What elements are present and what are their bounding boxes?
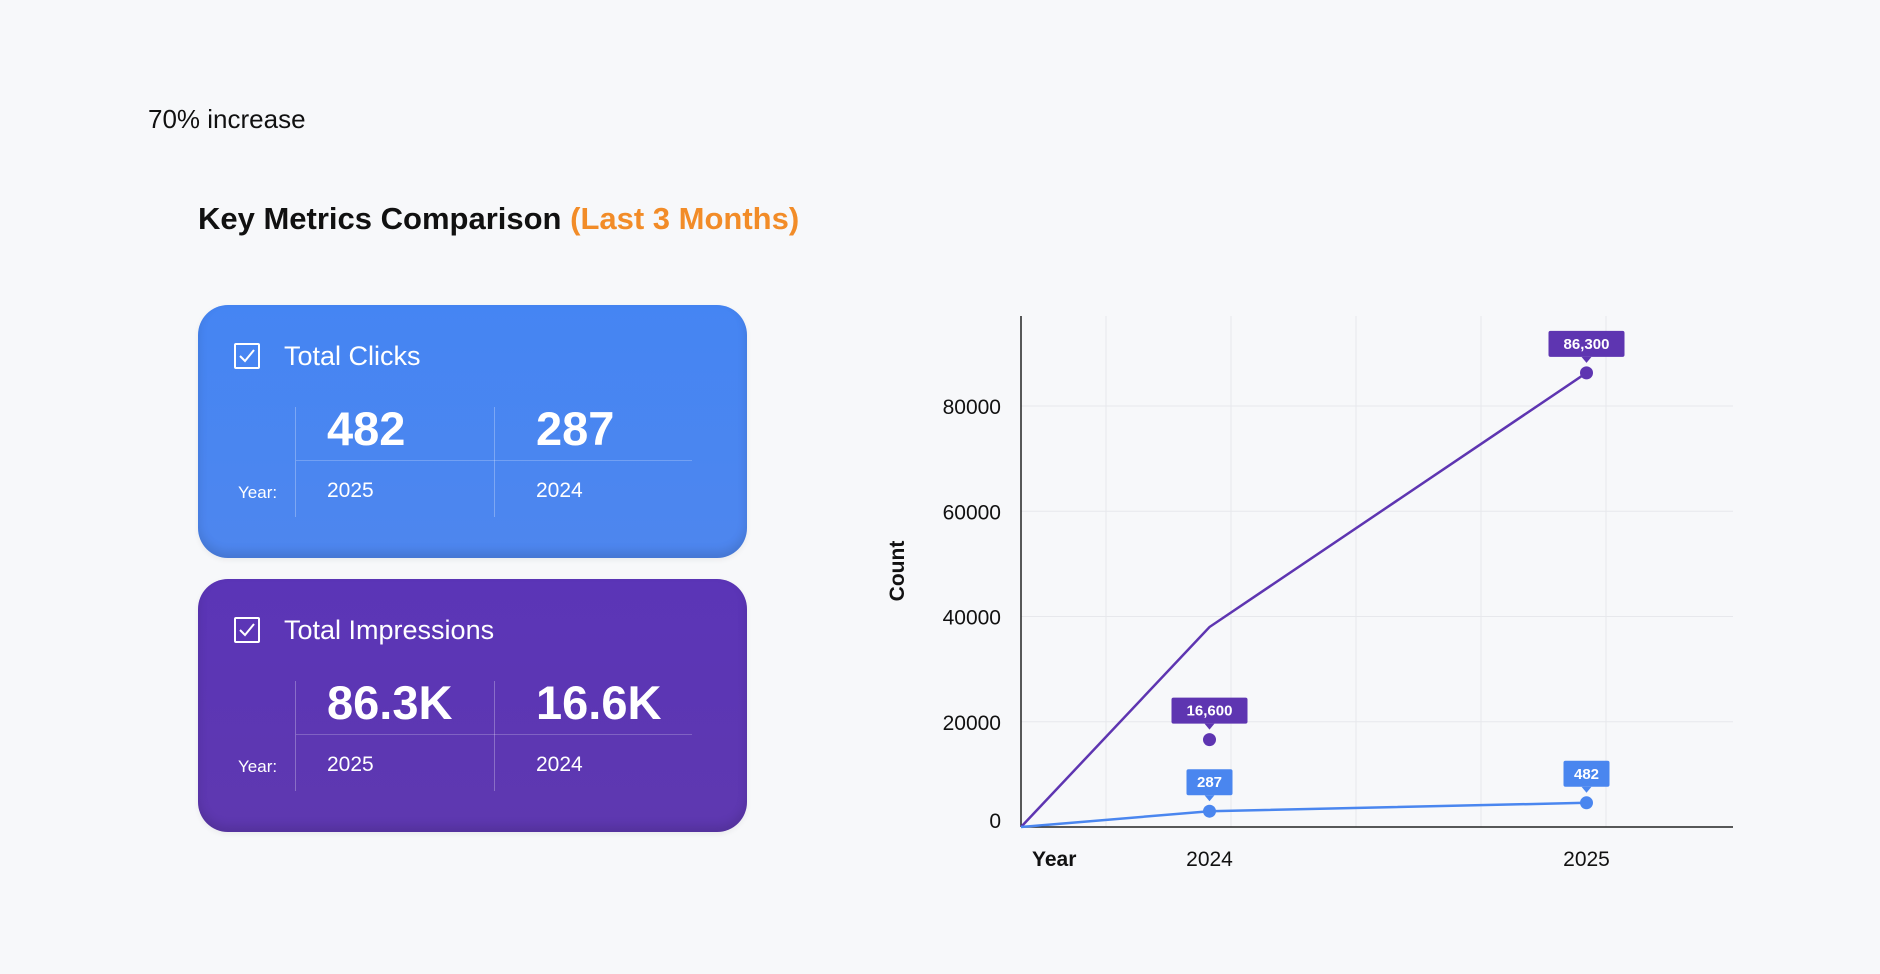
clicks-data-label-pointer: [1204, 795, 1215, 802]
card-title: Total Clicks: [284, 341, 421, 371]
card-title: Total Impressions: [284, 615, 495, 645]
increase-note: 70% increase: [148, 104, 306, 134]
section-title: Key Metrics Comparison (Last 3 Months): [198, 201, 799, 237]
x-tick-label: 2024: [1186, 848, 1233, 871]
impressions-data-label: 16,600: [1187, 703, 1233, 720]
impressions-data-label: 86,300: [1564, 336, 1610, 353]
y-tick-label: 20000: [943, 712, 1001, 735]
y-tick-label: 0: [989, 810, 1001, 833]
impressions-data-point: [1580, 366, 1593, 380]
clicks-data-label-box: [1563, 760, 1610, 787]
divider: [494, 407, 495, 517]
clicks-data-label-pointer: [1581, 786, 1592, 793]
metric-value-2024: 16.6K: [536, 676, 662, 729]
year-label: Year:: [238, 757, 278, 776]
year-label: Year:: [238, 483, 278, 502]
impressions-series-line: [1020, 371, 1588, 828]
y-tick-label: 40000: [943, 607, 1001, 630]
y-tick-label: 80000: [943, 396, 1001, 419]
divider: [296, 460, 692, 461]
y-axis-label: Count: [886, 541, 909, 602]
y-tick-label: 60000: [943, 501, 1001, 524]
total-impressions-card[interactable]: Total Impressions 86.3K 16.6K Year: 2025…: [198, 579, 747, 832]
section-title-period: (Last 3 Months): [570, 201, 800, 236]
impressions-data-point: [1203, 733, 1216, 747]
clicks-data-label: 287: [1197, 774, 1222, 791]
metric-value-2025: 482: [327, 402, 406, 455]
divider: [296, 734, 692, 735]
impressions-data-label-box: [1171, 697, 1248, 724]
divider: [295, 407, 296, 517]
metric-year-2024: 2024: [536, 753, 583, 776]
x-tick-label: 2025: [1563, 848, 1610, 871]
metric-value-2024: 287: [536, 402, 615, 455]
checkbox-checked-icon[interactable]: [234, 343, 260, 369]
metric-year-2025: 2025: [327, 479, 374, 502]
total-clicks-card[interactable]: Total Clicks 482 287 Year: 2025 2024: [198, 305, 747, 558]
clicks-data-label: 482: [1574, 766, 1599, 783]
impressions-data-label-pointer: [1581, 356, 1592, 363]
x-axis-label: Year: [1032, 848, 1076, 871]
clicks-data-point: [1580, 796, 1593, 810]
metric-value-2025: 86.3K: [327, 676, 453, 729]
checkbox-checked-icon[interactable]: [234, 617, 260, 643]
metric-year-2024: 2024: [536, 479, 583, 502]
divider: [494, 681, 495, 791]
impressions-data-label-box: [1548, 330, 1625, 357]
divider: [295, 681, 296, 791]
metric-year-2025: 2025: [327, 753, 374, 776]
clicks-data-point: [1203, 804, 1216, 818]
impressions-data-label-pointer: [1204, 723, 1215, 730]
section-title-text: Key Metrics Comparison: [198, 201, 562, 236]
clicks-data-label-box: [1186, 769, 1233, 796]
